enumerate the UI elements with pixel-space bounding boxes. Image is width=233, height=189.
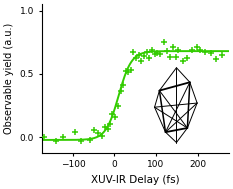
Point [174,56,178,59]
Point [103,126,107,129]
Point [42,136,46,139]
Point [198,49,202,52]
Point [142,54,145,57]
Point [171,45,175,48]
Point [155,51,159,54]
Point [181,60,185,63]
Point [119,90,123,93]
Point [116,105,120,108]
Point [203,50,207,53]
Point [126,70,130,74]
Point [159,53,162,56]
Point [139,60,143,63]
X-axis label: XUV-IR Delay (fs): XUV-IR Delay (fs) [91,175,180,185]
Point [96,131,100,134]
Point [106,127,110,130]
Point [132,50,135,53]
Point [190,49,194,52]
Point [113,115,117,118]
Point [145,50,148,53]
Point [110,113,114,116]
Point [100,135,104,138]
Point [122,83,125,86]
Point [195,46,199,49]
Point [168,55,172,58]
Point [108,122,112,125]
Point [151,48,154,51]
Point [162,40,165,43]
Point [88,139,91,142]
Point [214,57,218,60]
Point [134,56,138,59]
Point [209,51,212,54]
Point [73,131,77,134]
Point [92,129,96,132]
Point [137,53,140,56]
Y-axis label: Observable yield (a.u.): Observable yield (a.u.) [4,23,14,134]
Point [129,68,133,71]
Point [220,53,224,56]
Point [124,69,128,72]
Point [165,50,168,53]
Point [55,139,58,142]
Point [61,135,64,138]
Point [176,49,180,52]
Point [147,56,151,59]
Point [79,139,83,142]
Point [186,56,189,59]
Point [153,53,157,56]
